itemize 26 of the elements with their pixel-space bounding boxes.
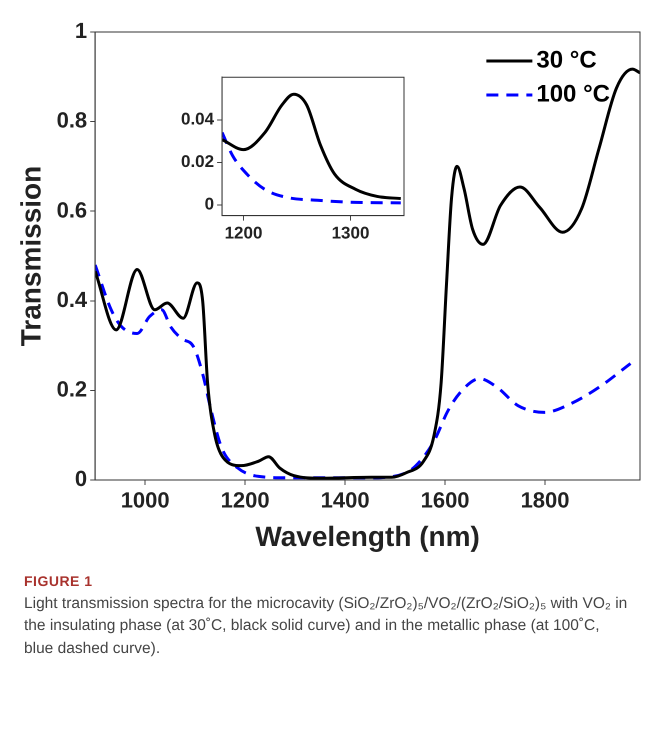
x-axis-title: Wavelength (nm) xyxy=(255,520,480,552)
y-tick-label: 0.02 xyxy=(180,152,214,172)
x-tick-label: 1400 xyxy=(320,487,370,512)
x-tick-label: 1800 xyxy=(520,487,570,512)
line-series xyxy=(222,131,402,204)
x-tick-label: 1200 xyxy=(220,487,270,512)
y-tick-label: 1 xyxy=(74,18,88,44)
x-tick-label: 1200 xyxy=(224,223,262,242)
x-tick-label: 1300 xyxy=(332,223,370,242)
y-tick-label: 0.6 xyxy=(56,197,88,222)
line-series xyxy=(222,92,402,200)
text: Light transmission spectra for the microcavity (SiO₂/ZrO₂)₅/VO₂/(ZrO₂/SiO₂)₅ with VO₂ in the insulating phase (at 30˚C, black solid curve) and in the metallic phase (at 100˚C, blue dashed curve). xyxy=(24,594,628,659)
x-tick-label: 1000 xyxy=(120,487,170,512)
line-series xyxy=(95,68,640,480)
x-tick-label: 1600 xyxy=(420,487,470,512)
y-tick-label: 0 xyxy=(74,466,88,492)
legend-label: 30 °C xyxy=(536,46,597,74)
caption: FIGURE 1 xyxy=(24,573,94,589)
line-series xyxy=(95,263,632,480)
y-tick-label: 0.04 xyxy=(180,109,215,128)
y-tick-label: 0.2 xyxy=(56,376,88,402)
y-tick-label: 0 xyxy=(204,194,214,214)
y-tick-label: 0.4 xyxy=(56,286,88,312)
y-axis-title: Transmission xyxy=(16,166,47,346)
legend-label: 100 °C xyxy=(536,80,610,108)
y-tick-label: 0.8 xyxy=(56,108,88,133)
